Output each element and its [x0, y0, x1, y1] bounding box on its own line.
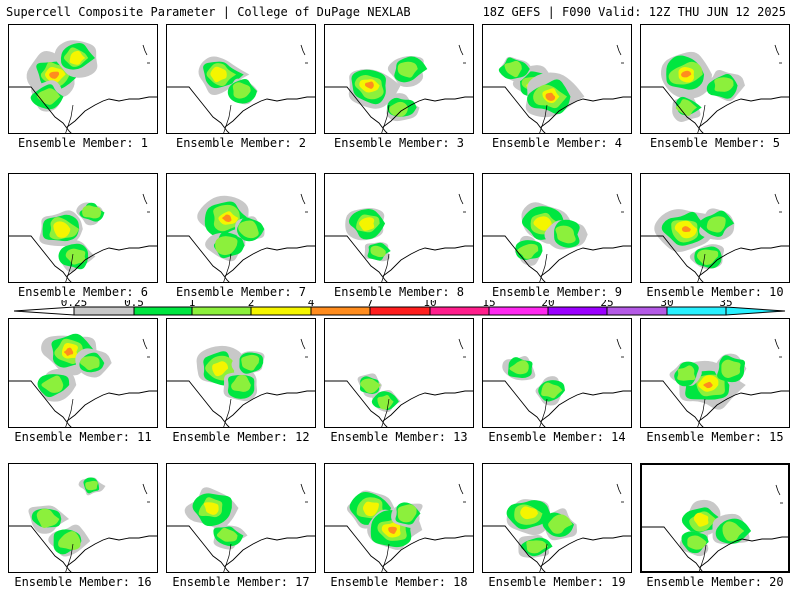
scp-map: [325, 193, 473, 282]
scp-map: [9, 193, 157, 282]
ensemble-member-label: Ensemble Member: 9: [491, 285, 623, 299]
ensemble-panel[interactable]: [640, 24, 790, 134]
scp-map: [641, 338, 789, 427]
ensemble-panel[interactable]: [640, 318, 790, 428]
ensemble-member-label: Ensemble Member: 16: [14, 575, 152, 589]
scp-map: [9, 477, 157, 572]
ensemble-panel[interactable]: [640, 173, 790, 283]
ensemble-member-label: Ensemble Member: 1: [17, 136, 149, 150]
ensemble-panel[interactable]: [482, 173, 632, 283]
product-title: Supercell Composite Parameter | College …: [6, 5, 411, 19]
legend-tick-label: 7: [367, 300, 374, 309]
scp-map: [167, 338, 315, 427]
legend-swatch: [429, 306, 490, 316]
legend-swatch: [547, 306, 608, 316]
ensemble-panel[interactable]: [166, 318, 316, 428]
ensemble-member-label: Ensemble Member: 17: [172, 575, 310, 589]
scp-map: [483, 338, 631, 427]
scp-map: [167, 44, 315, 133]
legend-swatch: [191, 306, 252, 316]
ensemble-panel[interactable]: [166, 463, 316, 573]
legend-swatch: [310, 306, 371, 316]
ensemble-member-label: Ensemble Member: 2: [175, 136, 307, 150]
ensemble-member-label: Ensemble Member: 12: [172, 430, 310, 444]
scp-map: [167, 193, 315, 282]
scp-map: [325, 483, 473, 572]
legend-tick-label: 1: [189, 300, 196, 309]
ensemble-member-label: Ensemble Member: 13: [330, 430, 468, 444]
legend-swatch: [725, 306, 786, 316]
legend-swatch: [488, 306, 549, 316]
legend-tick-label: 2: [248, 300, 255, 309]
ensemble-member-label: Ensemble Member: 15: [646, 430, 784, 444]
ensemble-panel[interactable]: [8, 463, 158, 573]
ensemble-panel[interactable]: [324, 173, 474, 283]
ensemble-member-label: Ensemble Member: 7: [175, 285, 307, 299]
scp-map: [483, 483, 631, 572]
ensemble-panel[interactable]: [324, 318, 474, 428]
ensemble-member-label: Ensemble Member: 4: [491, 136, 623, 150]
legend-tick-label: 0.5: [124, 300, 144, 309]
ensemble-panel[interactable]: [166, 24, 316, 134]
scp-map: [641, 44, 789, 133]
ensemble-member-label: Ensemble Member: 6: [17, 285, 149, 299]
ensemble-member-label: Ensemble Member: 18: [330, 575, 468, 589]
ensemble-member-label: Ensemble Member: 10: [646, 285, 784, 299]
ensemble-panel[interactable]: [166, 173, 316, 283]
legend-tick-label: 35: [719, 300, 732, 309]
scp-map: [9, 40, 157, 133]
ensemble-panel[interactable]: [324, 24, 474, 134]
run-valid-time: 18Z GEFS | F090 Valid: 12Z THU JUN 12 20…: [482, 5, 786, 19]
color-scale-legend: 0.25 0.5 1 2 4 7 10 15 20 25 30 35: [14, 300, 786, 316]
ensemble-member-label: Ensemble Member: 14: [488, 430, 626, 444]
ensemble-panel[interactable]: [482, 24, 632, 134]
scp-map: [9, 333, 157, 427]
scp-map: [325, 338, 473, 427]
legend-tick-label: 15: [482, 300, 495, 309]
scp-map: [641, 193, 789, 282]
ensemble-panel[interactable]: [324, 463, 474, 573]
ensemble-member-label: Ensemble Member: 20: [646, 575, 784, 589]
ensemble-panel[interactable]: [482, 463, 632, 573]
ensemble-member-label: Ensemble Member: 11: [14, 430, 152, 444]
ensemble-panel[interactable]: [8, 318, 158, 428]
legend-tick-label: 4: [308, 300, 315, 309]
scp-map: [483, 193, 631, 282]
ensemble-panel[interactable]: [8, 173, 158, 283]
scp-map: [325, 44, 473, 133]
ensemble-panel[interactable]: [640, 463, 790, 573]
legend-tick-label: 0.25: [61, 300, 88, 309]
legend-tick-label: 10: [423, 300, 436, 309]
legend-swatch: [369, 306, 431, 316]
legend-swatch: [250, 306, 312, 316]
scp-map: [642, 484, 788, 571]
scp-map: [167, 483, 315, 572]
ensemble-member-label: Ensemble Member: 5: [649, 136, 781, 150]
ensemble-member-label: Ensemble Member: 3: [333, 136, 465, 150]
legend-tick-label: 20: [541, 300, 554, 309]
ensemble-panel[interactable]: [8, 24, 158, 134]
legend-tick-label: 30: [660, 300, 673, 309]
ensemble-member-label: Ensemble Member: 8: [333, 285, 465, 299]
ensemble-panel[interactable]: [482, 318, 632, 428]
legend-tick-label: 25: [600, 300, 613, 309]
legend-swatch: [606, 306, 668, 316]
ensemble-member-label: Ensemble Member: 19: [488, 575, 626, 589]
scp-map: [483, 44, 631, 133]
legend-swatch: [666, 306, 727, 316]
